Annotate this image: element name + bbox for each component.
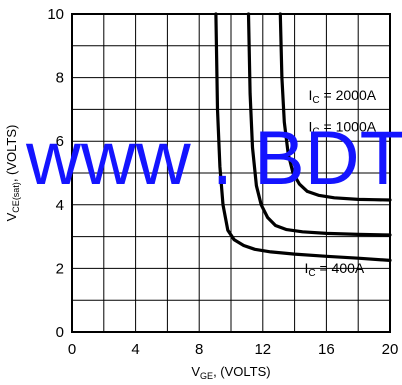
x-axis-title: VGE, (VOLTS) xyxy=(191,364,270,381)
x-tick-labels: 0 4 8 12 16 20 xyxy=(68,341,399,358)
x-tick-label: 8 xyxy=(195,341,203,358)
x-tick-label: 4 xyxy=(131,341,139,358)
x-tick-label: 20 xyxy=(382,341,399,358)
curve-1 xyxy=(246,12,392,237)
curve-label-2: IC = 2000A xyxy=(309,87,377,106)
curve-label-0: IC = 400A xyxy=(304,260,364,279)
curves xyxy=(214,12,392,262)
y-axis-title: VCE(sat), (VOLTS) xyxy=(4,125,21,222)
x-tick-label: 0 xyxy=(68,341,76,358)
y-tick-label: 8 xyxy=(56,70,64,87)
curve-labels: IC = 400A IC = 1000A IC = 2000A xyxy=(304,87,376,279)
watermark: www . BDT xyxy=(25,116,402,201)
x-tick-label: 12 xyxy=(254,341,271,358)
plot-frame xyxy=(71,13,391,333)
curve-0 xyxy=(214,12,392,262)
y-tick-label: 2 xyxy=(56,260,64,277)
y-tick-label: 4 xyxy=(56,197,64,214)
x-tick-label: 16 xyxy=(318,341,335,358)
y-tick-label: 6 xyxy=(56,133,64,150)
y-tick-labels: 0 2 4 6 8 10 xyxy=(47,6,64,341)
y-tick-label: 10 xyxy=(47,6,64,23)
curve-2 xyxy=(278,12,392,202)
curve-label-1: IC = 1000A xyxy=(309,119,377,138)
y-tick-label: 0 xyxy=(56,324,64,341)
